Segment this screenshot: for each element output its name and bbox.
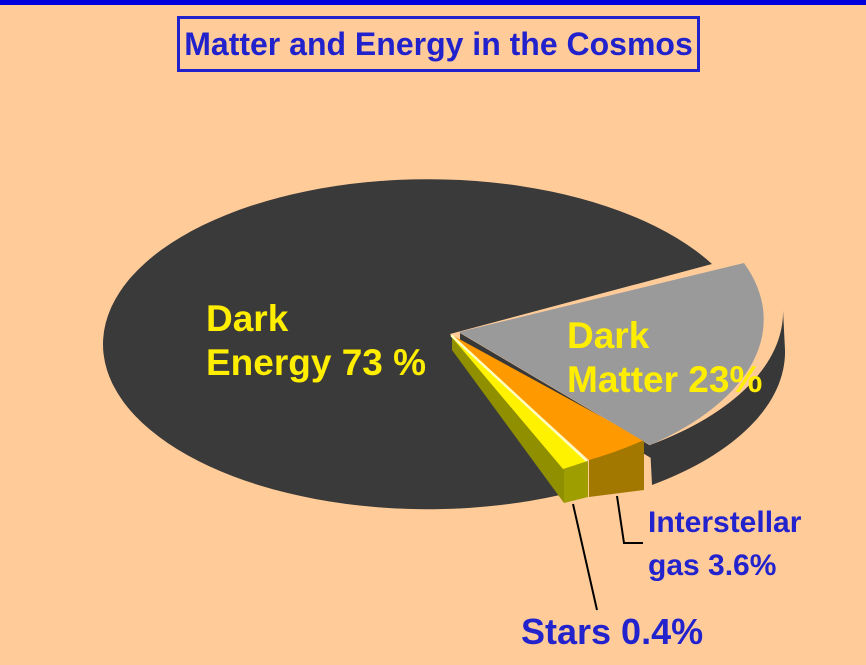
stars-end-cap [564,461,588,503]
dark-energy-label-line1: Dark [206,298,289,339]
stars-label-line1: Stars 0.4% [521,611,704,652]
chart-title: Matter and Energy in the Cosmos [184,25,693,62]
dark-energy-label: Dark Energy 73 % [206,297,426,385]
interstellar-gas-label-line2: gas 3.6% [648,549,777,582]
dark-matter-label: Dark Matter 23% [567,314,762,402]
dark-energy-slice [102,179,712,510]
leader-line-stars [572,503,598,611]
dark-matter-label-line2: Matter 23% [567,359,763,400]
dark-matter-slice [459,263,764,445]
dark-energy-label-line2: Energy 73 % [206,342,427,383]
stars-highlight-edge [450,334,588,462]
dark-matter-label-line1: Dark [567,315,650,356]
interstellar-gas-slice [450,334,644,460]
stars-side [452,337,564,503]
stars-label: Stars 0.4% [521,612,703,652]
stars-slice [450,335,587,469]
interstellar-gas-label: Interstellar gas 3.6% [648,501,801,587]
chart-title-box: Matter and Energy in the Cosmos [177,16,700,72]
leader-line-interstellar-gas [616,495,643,544]
top-border-bar [0,0,866,5]
interstellar-gas-label-line1: Interstellar [648,506,802,539]
dark-matter-side-rim [650,310,786,485]
